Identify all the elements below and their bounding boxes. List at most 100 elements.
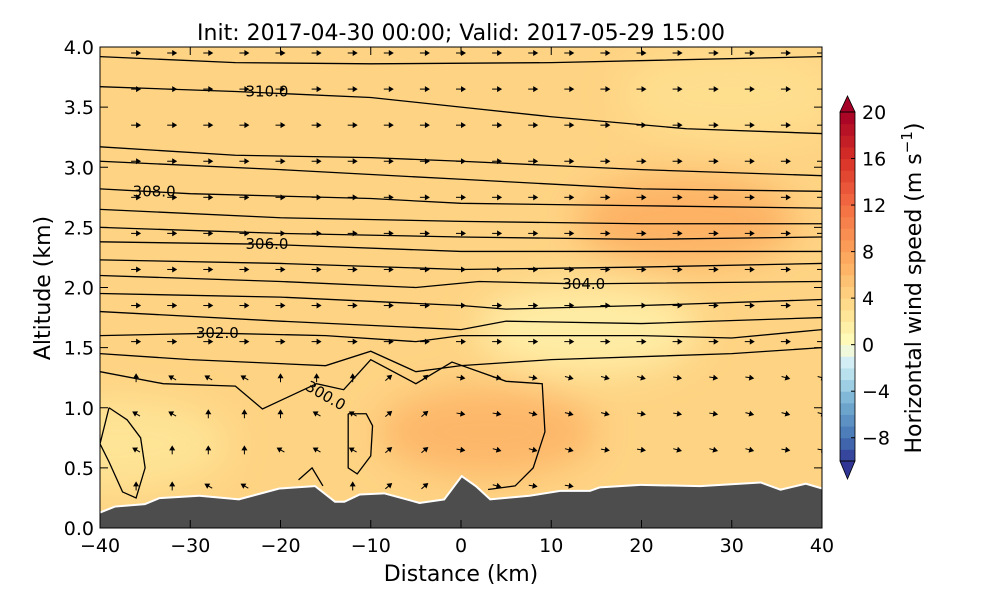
wind-vector-head [677, 230, 683, 237]
wind-vector [708, 338, 719, 345]
colorbar-level [840, 449, 855, 462]
wind-vector [780, 50, 791, 57]
wind-vector-head [352, 266, 358, 273]
wind-vector-head [676, 446, 682, 453]
wind-vector-head [497, 122, 503, 129]
wind-vector [456, 86, 466, 93]
wind-vector [167, 50, 178, 57]
wind-vector [564, 194, 575, 201]
wind-vector [636, 194, 647, 201]
wind-vector [744, 266, 755, 273]
wind-vector [600, 266, 611, 273]
colorbar-extend-max [839, 95, 856, 113]
wind-vector-head [713, 122, 719, 129]
wind-vector [239, 302, 250, 309]
wind-vector-head [785, 50, 791, 57]
wind-vector-head [569, 122, 575, 129]
wind-vector-head [352, 86, 358, 93]
wind-vector [312, 411, 321, 417]
wind-vector-head [424, 122, 430, 129]
wind-vector-head [605, 194, 611, 201]
wind-vector-head [169, 481, 176, 487]
wind-vector [383, 194, 394, 201]
wind-vector [419, 230, 430, 237]
wind-vector-head [172, 194, 178, 201]
wind-vector [564, 338, 575, 345]
wind-vector [636, 158, 647, 165]
wind-vector-head [640, 410, 646, 417]
wind-vector-head [713, 338, 719, 345]
wind-vector-head [531, 446, 538, 453]
wind-vector-head [208, 158, 214, 165]
colorbar: 20 16 12 8 4 0 −4 −8 [839, 95, 890, 481]
wind-vector-head [713, 194, 719, 201]
x-tick-label: −20 [260, 535, 300, 557]
wind-vector-head [276, 447, 283, 453]
wind-vector [708, 86, 719, 93]
wind-vector-head [348, 447, 355, 453]
wind-vector [673, 374, 683, 381]
wind-vector [421, 483, 429, 490]
wind-vector [239, 86, 250, 93]
wind-vector [204, 375, 213, 381]
wind-vector [492, 158, 503, 165]
theta-contour [100, 328, 822, 343]
wind-vector [636, 50, 647, 57]
wind-vector-head [280, 86, 286, 93]
wind-vector [672, 194, 683, 201]
wind-vector-head [785, 122, 791, 129]
colorbar-level [840, 356, 855, 369]
wind-vector [419, 122, 430, 129]
wind-vector [456, 158, 466, 165]
wind-vector-head [316, 302, 322, 309]
wind-vector [492, 374, 502, 381]
wind-vector [239, 194, 250, 201]
wind-vector [131, 122, 142, 129]
wind-vector-head [749, 50, 755, 57]
wind-vector [672, 158, 683, 165]
colorbar-tick-label: 20 [862, 102, 886, 124]
colorbar-level [840, 379, 855, 392]
y-tick-label: 1.0 [64, 398, 94, 420]
wind-vector [672, 230, 683, 237]
wind-vector [419, 86, 430, 93]
colorbar-level [840, 309, 855, 322]
wind-vector [203, 230, 214, 237]
colorbar-level [840, 205, 855, 218]
wind-vector [383, 266, 394, 273]
wind-vector [528, 266, 539, 273]
wind-vector [385, 446, 393, 454]
colorbar-level [840, 181, 855, 194]
wind-vector-head [568, 482, 574, 489]
wind-vector-head [132, 411, 139, 417]
wind-vector [564, 230, 575, 237]
wind-vector-head [136, 50, 142, 57]
wind-vector [311, 302, 322, 309]
wind-vector-head [569, 338, 575, 345]
wind-vector-head [422, 374, 429, 381]
wind-vector [744, 50, 755, 57]
wind-vector [419, 266, 430, 273]
wind-vector-head [422, 483, 429, 489]
colorbar-level [840, 344, 855, 357]
wind-vector-head [497, 86, 503, 93]
wind-vector [708, 230, 719, 237]
wind-vector-head [277, 373, 284, 379]
wind-vector [492, 194, 503, 201]
wind-vector-head [712, 446, 719, 453]
wind-vector-head [822, 266, 827, 272]
wind-vector-head [136, 122, 142, 129]
wind-vector-head [749, 158, 755, 165]
wind-vector [239, 338, 250, 345]
wind-vector-head [497, 266, 503, 273]
wind-vector-head [713, 50, 719, 57]
wind-vector-head [461, 50, 466, 57]
wind-vector [564, 446, 574, 453]
wind-vector-head [677, 302, 683, 309]
wind-vector [709, 446, 719, 453]
wind-vector [131, 302, 142, 309]
colorbar-level [840, 274, 855, 287]
wind-vector-head [641, 86, 647, 93]
wind-vector [131, 230, 142, 237]
